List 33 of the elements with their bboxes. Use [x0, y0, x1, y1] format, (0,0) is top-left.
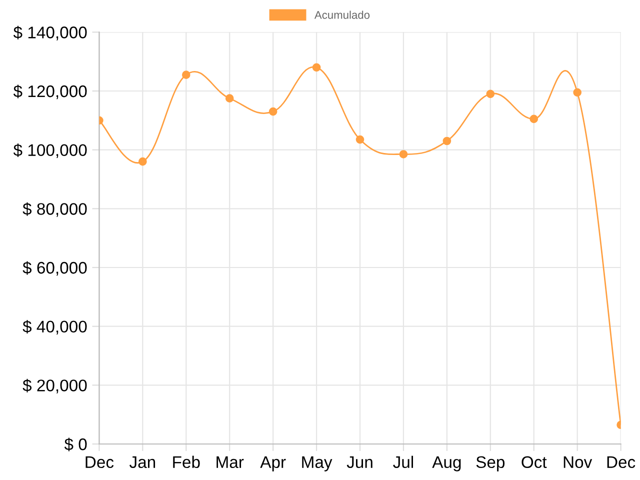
- point: [356, 135, 364, 144]
- x-tick-label: Jul: [393, 456, 414, 468]
- point: [486, 90, 495, 98]
- y-tick-label: $ 20,000: [22, 378, 87, 394]
- y-tick-label: $ 40,000: [22, 320, 87, 335]
- x-tick-label: Aug: [432, 456, 461, 472]
- point: [182, 70, 190, 79]
- x-tick-label: Jan: [129, 456, 156, 468]
- x-tick-label: Apr: [260, 456, 286, 472]
- point: [573, 88, 582, 97]
- point: [530, 114, 538, 124]
- x-tick-label: Oct: [522, 456, 547, 468]
- x-tick-label: Dec: [607, 456, 636, 468]
- point: [442, 136, 452, 146]
- point: [225, 94, 234, 103]
- point: [399, 150, 408, 158]
- x-tick-label: Mar: [216, 456, 244, 468]
- x-tick-label: Nov: [564, 456, 592, 468]
- y-tick-label: $ 0: [64, 438, 87, 452]
- x-tick-label: Jun: [346, 456, 372, 468]
- y-tick-label: $ 140,000: [13, 26, 87, 40]
- y-tick-label: $ 100,000: [13, 144, 87, 158]
- point: [138, 157, 147, 166]
- legend-label: Acumulado: [314, 10, 370, 19]
- x-tick-label: Sep: [476, 456, 505, 472]
- point: [312, 63, 321, 72]
- x-tick-label: May: [302, 456, 332, 472]
- y-tick-label: $ 120,000: [13, 84, 87, 100]
- x-tick-label: Feb: [173, 456, 200, 468]
- y-tick-label: $ 60,000: [22, 261, 87, 276]
- x-tick-label: Dec: [86, 456, 114, 468]
- point: [268, 107, 278, 116]
- y-tick-label: $ 80,000: [22, 202, 87, 217]
